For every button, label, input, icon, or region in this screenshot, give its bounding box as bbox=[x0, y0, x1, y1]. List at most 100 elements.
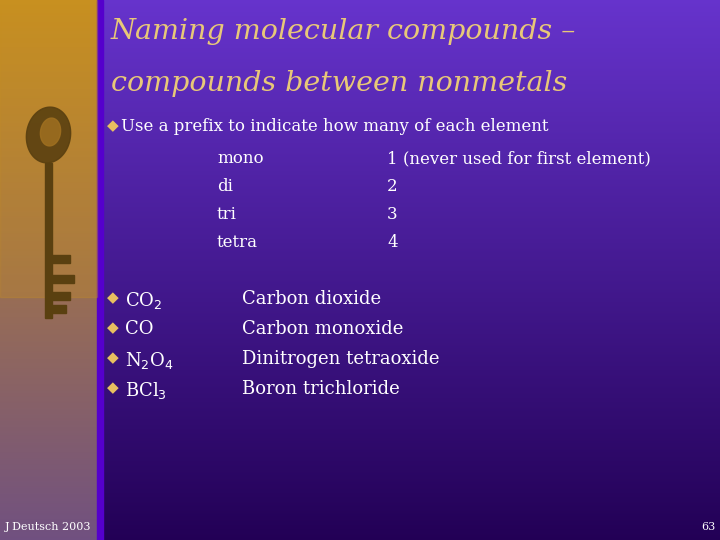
Bar bbox=[0, 118, 97, 119]
Bar bbox=[97, 384, 720, 385]
Bar bbox=[0, 43, 97, 44]
Bar bbox=[97, 398, 720, 399]
Bar bbox=[97, 459, 720, 460]
Bar bbox=[0, 356, 97, 357]
Bar bbox=[0, 95, 97, 96]
Bar bbox=[97, 305, 720, 306]
Bar bbox=[97, 510, 720, 511]
Bar bbox=[0, 340, 97, 341]
Bar bbox=[52, 275, 74, 283]
Bar bbox=[0, 336, 97, 337]
Bar bbox=[97, 54, 720, 55]
Bar bbox=[97, 335, 720, 336]
Bar bbox=[97, 319, 720, 320]
Bar bbox=[97, 304, 720, 305]
Bar bbox=[0, 88, 97, 89]
Bar bbox=[97, 284, 720, 285]
Bar bbox=[97, 396, 720, 397]
Bar bbox=[97, 489, 720, 490]
Bar bbox=[97, 28, 720, 29]
Bar bbox=[97, 514, 720, 515]
Bar bbox=[97, 320, 720, 321]
Bar bbox=[97, 322, 720, 323]
Bar bbox=[97, 428, 720, 429]
Bar bbox=[0, 0, 97, 1]
Bar bbox=[97, 297, 720, 298]
Bar bbox=[97, 33, 720, 34]
Bar bbox=[97, 208, 720, 209]
Bar bbox=[0, 159, 97, 160]
Bar bbox=[0, 291, 97, 292]
Bar bbox=[0, 251, 97, 252]
Bar bbox=[0, 108, 97, 109]
Bar bbox=[97, 483, 720, 484]
Bar bbox=[0, 31, 97, 32]
Bar bbox=[97, 126, 720, 127]
Bar bbox=[97, 328, 720, 329]
Bar bbox=[0, 236, 97, 237]
Bar bbox=[97, 363, 720, 364]
Bar bbox=[0, 379, 97, 380]
Bar bbox=[0, 119, 97, 120]
Bar bbox=[0, 418, 97, 419]
Bar bbox=[97, 409, 720, 410]
Bar bbox=[97, 149, 720, 150]
Bar bbox=[0, 371, 97, 372]
Bar bbox=[97, 170, 720, 171]
Bar bbox=[97, 282, 720, 283]
Bar bbox=[0, 398, 97, 399]
Bar bbox=[0, 87, 97, 88]
Bar bbox=[97, 227, 720, 228]
Bar bbox=[0, 120, 97, 121]
Bar bbox=[97, 30, 720, 31]
Bar bbox=[0, 490, 97, 491]
Bar bbox=[0, 447, 97, 448]
Bar bbox=[97, 76, 720, 77]
Bar bbox=[97, 88, 720, 89]
Bar bbox=[0, 323, 97, 324]
Bar bbox=[97, 511, 720, 512]
Bar bbox=[0, 172, 97, 173]
Bar bbox=[97, 74, 720, 75]
Bar bbox=[97, 318, 720, 319]
Bar bbox=[0, 81, 97, 82]
Bar bbox=[97, 127, 720, 128]
Bar bbox=[0, 232, 97, 233]
Bar bbox=[0, 89, 97, 90]
Bar bbox=[0, 177, 97, 178]
Bar bbox=[0, 522, 97, 523]
Bar bbox=[0, 154, 97, 155]
Bar bbox=[97, 37, 720, 38]
Bar bbox=[97, 339, 720, 340]
Bar bbox=[0, 151, 97, 152]
Bar bbox=[0, 106, 97, 107]
Bar bbox=[97, 300, 720, 301]
Bar bbox=[97, 11, 720, 12]
Bar bbox=[97, 303, 720, 304]
Bar bbox=[0, 310, 97, 311]
Bar bbox=[97, 177, 720, 178]
Bar bbox=[0, 294, 97, 295]
Bar bbox=[97, 357, 720, 358]
Bar bbox=[0, 338, 97, 339]
Text: Boron trichloride: Boron trichloride bbox=[242, 380, 400, 398]
Bar bbox=[0, 4, 97, 5]
Bar bbox=[97, 451, 720, 452]
Bar bbox=[97, 501, 720, 502]
Bar bbox=[97, 257, 720, 258]
Text: di: di bbox=[217, 178, 233, 195]
Bar bbox=[97, 356, 720, 357]
Bar bbox=[97, 225, 720, 226]
Bar bbox=[97, 231, 720, 232]
Bar bbox=[52, 255, 70, 263]
Bar bbox=[97, 201, 720, 202]
Bar bbox=[0, 530, 97, 531]
Bar bbox=[0, 204, 97, 205]
Bar bbox=[0, 289, 97, 290]
Bar bbox=[97, 474, 720, 475]
Bar bbox=[0, 38, 97, 39]
Text: ◆: ◆ bbox=[107, 350, 119, 365]
Bar bbox=[97, 414, 720, 415]
Bar bbox=[97, 492, 720, 493]
Bar bbox=[97, 2, 720, 3]
